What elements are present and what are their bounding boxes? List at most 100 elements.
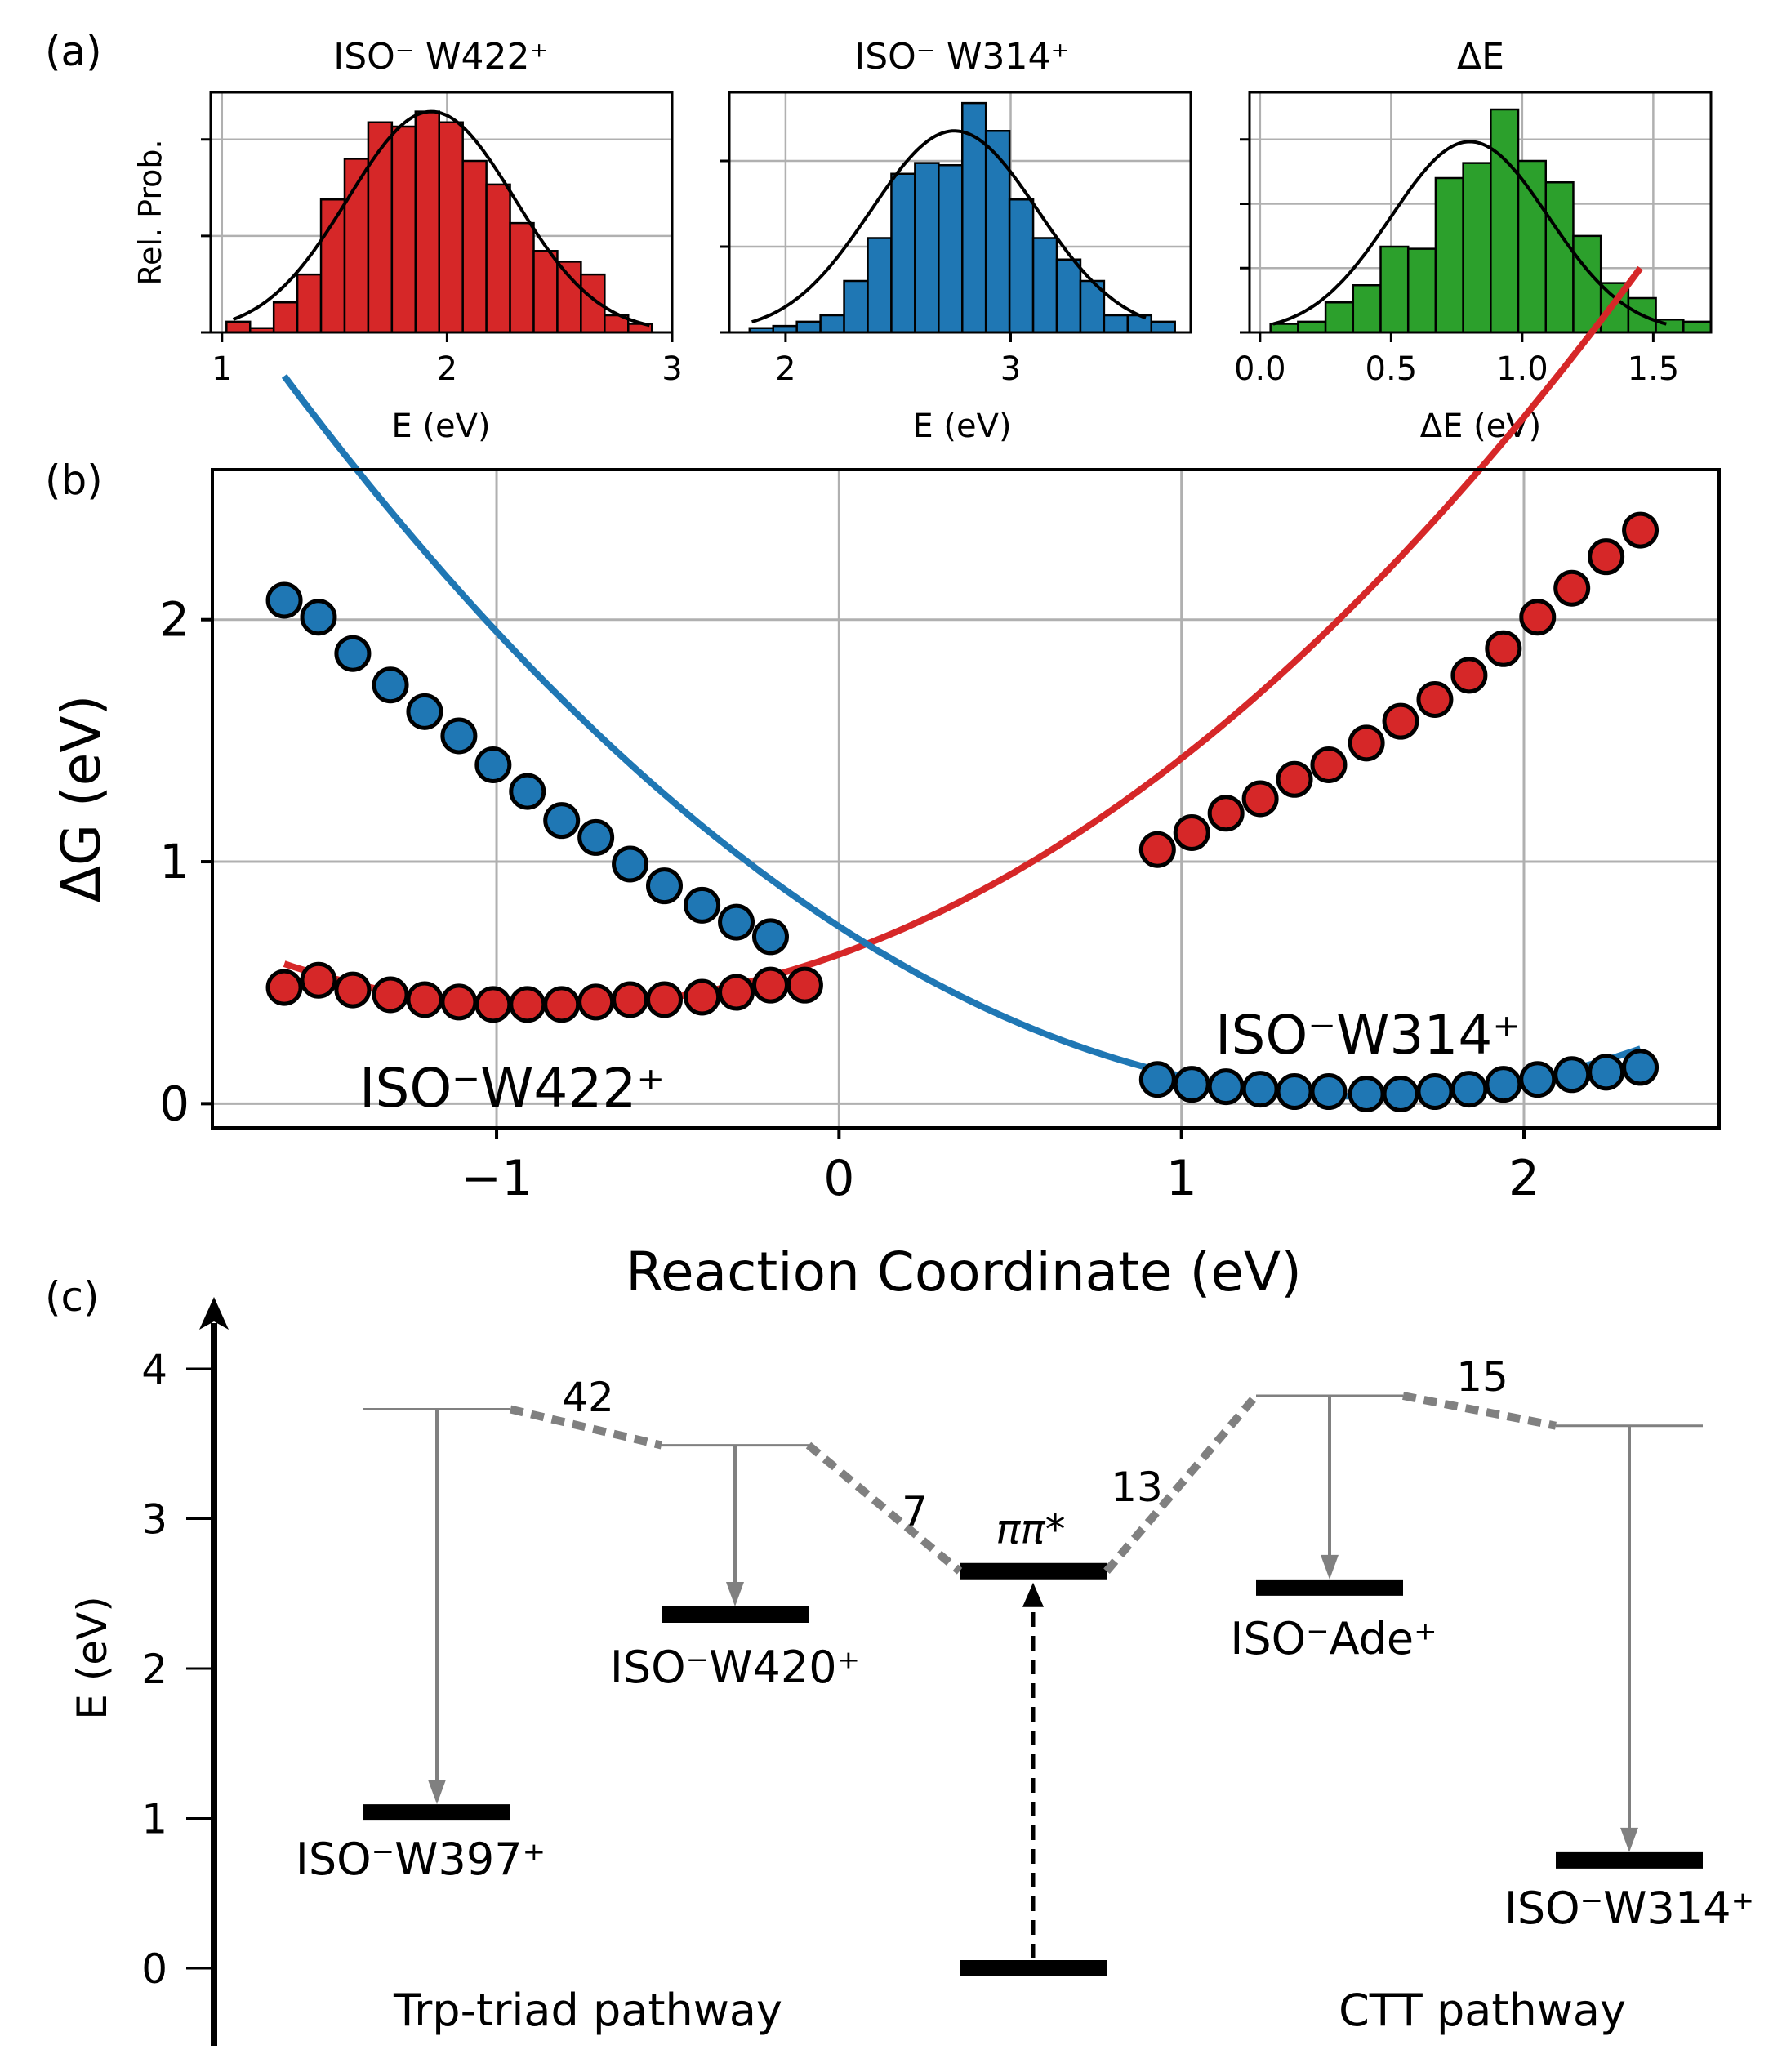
dg-point-red	[1588, 538, 1625, 576]
hist-red-bar	[390, 125, 417, 334]
hist-blue-bar	[1031, 237, 1058, 334]
dg-point-red	[265, 969, 303, 1006]
dg-point-blue	[1450, 1071, 1488, 1108]
hist-green-bar	[1490, 108, 1520, 334]
hist-red-frame	[209, 91, 674, 334]
transfer-arrows	[428, 1396, 1638, 1958]
coupling-label-15: 15	[1456, 1353, 1508, 1401]
level-ytick-label: 0	[141, 1945, 167, 1993]
dg-point-blue	[300, 599, 337, 636]
hist-blue-xtick-label: 3	[1000, 350, 1021, 388]
dg-point-red	[474, 986, 512, 1023]
dg-point-blue	[1588, 1054, 1625, 1091]
level-ytick-label: 3	[141, 1496, 167, 1544]
energy-axis-arrowhead-icon	[199, 1297, 229, 1330]
pathway-label-ctt: CTT pathway	[1339, 1985, 1626, 2036]
dg-point-blue	[440, 717, 478, 755]
dg-point-red	[1553, 569, 1591, 607]
dg-point-blue	[1519, 1061, 1557, 1098]
hist-green-bar	[1379, 245, 1410, 334]
hist-red-bar	[414, 110, 440, 334]
hist-green-xtick-label: 0.5	[1366, 350, 1418, 388]
dg-point-blue	[372, 666, 409, 704]
hist-blue-bar	[938, 164, 964, 334]
dg-point-blue	[577, 818, 615, 856]
hist-red-xlabel: E (eV)	[391, 408, 490, 445]
hist-green-title: ΔE	[1457, 36, 1504, 78]
dg-point-blue	[612, 845, 649, 883]
hist-blue-bar	[795, 320, 822, 334]
dg-point-blue	[684, 886, 721, 924]
dg-ytick-label: 2	[159, 592, 189, 648]
lower-levels	[363, 1579, 1703, 1976]
hist-green-xlabel: ΔE (eV)	[1420, 408, 1542, 445]
dg-point-blue	[1382, 1076, 1419, 1113]
dg-annotation-w422: ISO⁻W422⁺	[359, 1057, 665, 1120]
coupling-dashed-line	[1402, 1392, 1557, 1430]
level-ytick-label: 1	[141, 1796, 167, 1843]
hist-red-bar	[509, 221, 535, 334]
hist-blue-bar	[1103, 314, 1129, 334]
dg-point-blue	[1138, 1061, 1176, 1098]
dg-point-red	[577, 983, 615, 1021]
hist-green-ticks: 0.0 0.5 1.0 1.5	[1234, 138, 1680, 388]
hist-green-frame	[1248, 91, 1713, 334]
hist-red-bar	[556, 261, 582, 334]
dg-xtick-label: −1	[461, 1150, 532, 1207]
coupling-label-7: 7	[902, 1488, 928, 1535]
level-label-w420: ISO⁻W420⁺	[610, 1642, 860, 1693]
hist-green-xtick-label: 1.0	[1496, 350, 1548, 388]
level-label-w397: ISO⁻W397⁺	[296, 1834, 546, 1885]
coupling-dashed-line	[509, 1405, 663, 1450]
hist-green-bar	[1297, 320, 1327, 334]
dg-curve-red	[283, 265, 1643, 1010]
hist-red-bar	[319, 198, 346, 334]
hist-red-fit-curve	[232, 109, 650, 328]
dg-point-blue	[334, 635, 372, 672]
hist-blue-bar	[1008, 198, 1035, 334]
hist-blue-frame	[728, 91, 1192, 334]
excitation-arrowhead-icon	[1022, 1582, 1044, 1607]
dg-point-blue	[543, 802, 581, 840]
dg-point-red	[1276, 760, 1313, 798]
dg-point-red	[440, 983, 478, 1021]
hist-blue-xlabel: E (eV)	[912, 408, 1011, 445]
dg-point-blue	[1553, 1056, 1591, 1094]
dg-point-blue	[1276, 1073, 1313, 1111]
dg-point-blue	[509, 773, 546, 810]
dg-ytick-label: 1	[159, 834, 189, 889]
hist-green-bar	[1324, 301, 1355, 334]
dg-point-blue	[265, 581, 303, 619]
dg-point-blue	[1310, 1073, 1348, 1111]
hist-green-fit-curve	[1272, 140, 1667, 326]
dg-annotation-w314: ISO⁻W314⁺	[1215, 1004, 1521, 1067]
dg-point-blue	[1173, 1066, 1210, 1103]
hist-red-bar	[461, 159, 488, 334]
hist-green-bar	[1462, 162, 1492, 334]
dg-ylabel: ΔG (eV)	[50, 695, 113, 903]
dg-point-red	[372, 976, 409, 1014]
hist-blue-title: ISO⁻ W314⁺	[854, 36, 1069, 78]
dg-point-blue	[1622, 1049, 1660, 1086]
dg-point-red	[1622, 511, 1660, 549]
dg-point-red	[786, 966, 823, 1004]
hist-red-bar	[485, 183, 511, 334]
hist-green-xtick-label: 1.5	[1628, 350, 1680, 388]
hist-blue-bar	[890, 172, 916, 334]
dg-point-red	[1485, 630, 1522, 667]
hist-green-bar	[1517, 159, 1548, 334]
hist-green-bar	[1572, 234, 1602, 334]
level-ytick-label: 4	[141, 1346, 167, 1393]
hist-green-bar	[1544, 181, 1575, 334]
dg-points-red	[265, 511, 1660, 1023]
dg-point-red	[1348, 724, 1385, 762]
dg-point-blue	[1241, 1071, 1279, 1108]
dg-point-red	[509, 986, 546, 1023]
dg-point-blue	[406, 693, 443, 730]
level-label-w314: ISO⁻W314⁺	[1504, 1883, 1754, 1934]
dg-point-red	[334, 971, 372, 1009]
dg-point-red	[646, 981, 683, 1018]
dg-point-blue	[718, 903, 755, 941]
dg-xtick-label: 1	[1166, 1150, 1197, 1207]
